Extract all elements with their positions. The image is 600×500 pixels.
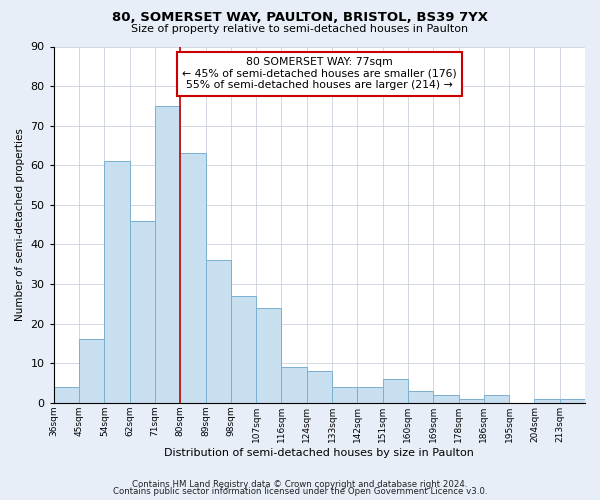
Bar (307, 371, 332, 403)
X-axis label: Distribution of semi-detached houses by size in Paulton: Distribution of semi-detached houses by … (164, 448, 474, 458)
Bar (104, 162, 130, 403)
Text: 80 SOMERSET WAY: 77sqm
← 45% of semi-detached houses are smaller (176)
55% of se: 80 SOMERSET WAY: 77sqm ← 45% of semi-det… (182, 57, 457, 90)
Bar (130, 220, 155, 403)
Bar (180, 154, 206, 403)
Bar (408, 391, 433, 403)
Bar (458, 399, 484, 403)
Bar (358, 387, 383, 403)
Bar (383, 379, 408, 403)
Bar (484, 395, 509, 403)
Bar (535, 399, 560, 403)
Y-axis label: Number of semi-detached properties: Number of semi-detached properties (15, 128, 25, 321)
Text: 80, SOMERSET WAY, PAULTON, BRISTOL, BS39 7YX: 80, SOMERSET WAY, PAULTON, BRISTOL, BS39… (112, 11, 488, 24)
Bar (256, 308, 281, 403)
Text: Contains HM Land Registry data © Crown copyright and database right 2024.: Contains HM Land Registry data © Crown c… (132, 480, 468, 489)
Bar (206, 260, 231, 403)
Bar (433, 395, 458, 403)
Bar (54, 387, 79, 403)
Text: Size of property relative to semi-detached houses in Paulton: Size of property relative to semi-detach… (131, 24, 469, 34)
Bar (332, 387, 358, 403)
Bar (560, 399, 585, 403)
Bar (79, 340, 104, 403)
Text: Contains public sector information licensed under the Open Government Licence v3: Contains public sector information licen… (113, 488, 487, 496)
Bar (231, 296, 256, 403)
Bar (281, 367, 307, 403)
Bar (155, 106, 180, 403)
